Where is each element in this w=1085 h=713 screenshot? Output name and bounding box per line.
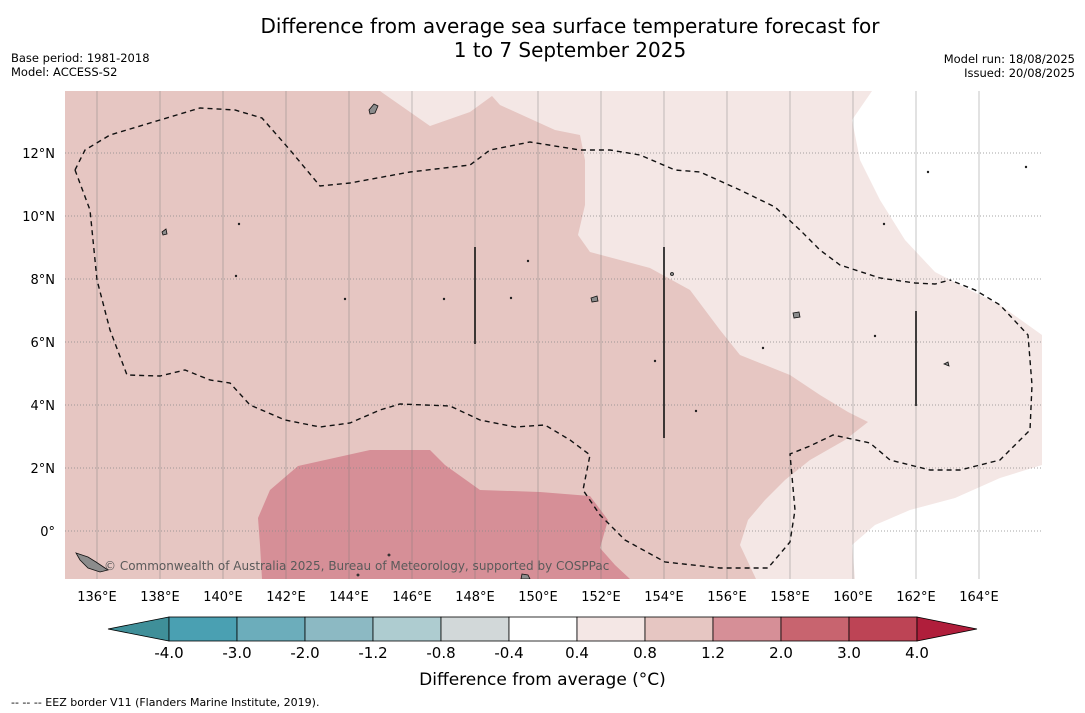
lat-label: 8°N: [31, 273, 56, 288]
lat-label: 6°N: [31, 336, 56, 351]
colorbar-segment: [780, 616, 850, 642]
eez-borders: [74, 107, 1033, 569]
colorbar-tick: -4.0: [154, 644, 183, 662]
colorbar-tick: 3.0: [837, 644, 861, 662]
colorbar-segment: [304, 616, 374, 642]
lat-label: 12°N: [22, 147, 55, 162]
colorbar-segment: [168, 616, 238, 642]
colorbar-segment: [712, 616, 782, 642]
chart-title: Difference from average sea surface temp…: [0, 14, 1085, 62]
colorbar-extend-high: [916, 616, 978, 642]
lon-label: 140°E: [203, 590, 243, 605]
boundary-lines: [474, 247, 917, 438]
colorbar-tick: 0.4: [565, 644, 589, 662]
lat-label: 2°N: [31, 462, 56, 477]
colorbar-tick: 0.8: [633, 644, 657, 662]
island-ulithi: [161, 228, 168, 236]
island-new-guinea: [75, 552, 109, 573]
colorbar-segment: [508, 616, 578, 642]
map-credit: © Commonwealth of Australia 2025, Bureau…: [104, 559, 610, 573]
colorbar-segment: [848, 616, 918, 642]
lat-label: 4°N: [31, 399, 56, 414]
lon-label: 142°E: [266, 590, 306, 605]
colorbar-tick: 2.0: [769, 644, 793, 662]
island-south: [520, 573, 531, 579]
lon-label: 144°E: [329, 590, 369, 605]
colorbar-segment: [644, 616, 714, 642]
eez-legend-note: -- -- -- EEZ border V11 (Flanders Marine…: [11, 696, 320, 709]
lon-label: 162°E: [896, 590, 936, 605]
island-yap: [368, 103, 379, 115]
colorbar-segment: [372, 616, 442, 642]
colorbar-tick: -2.0: [290, 644, 319, 662]
anomaly-region-neutral-ne: [852, 91, 1042, 335]
base-period: Base period: 1981-2018: [11, 51, 150, 65]
lon-label: 154°E: [644, 590, 684, 605]
colorbar-label: Difference from average (°C): [419, 670, 666, 690]
anomaly-region-medium: [65, 91, 868, 579]
issued-date: Issued: 20/08/2025: [964, 66, 1075, 80]
lon-label: 138°E: [140, 590, 180, 605]
title-line-1: Difference from average sea surface temp…: [260, 14, 880, 38]
lon-label: 136°E: [77, 590, 117, 605]
lon-label: 152°E: [581, 590, 621, 605]
title-line-2: 1 to 7 September 2025: [453, 38, 687, 62]
model-name: Model: ACCESS-S2: [11, 65, 118, 79]
lon-label: 160°E: [833, 590, 873, 605]
colorbar: [107, 616, 978, 642]
island-kosrae: [943, 361, 950, 367]
colorbar-segment: [440, 616, 510, 642]
map-svg: [65, 91, 1042, 579]
colorbar-extend-low: [107, 616, 170, 642]
colorbar-segment: [576, 616, 646, 642]
eez-border-west: [74, 107, 951, 285]
island-chuuk: [590, 295, 599, 303]
model-run: Model run: 18/08/2025: [943, 52, 1075, 66]
lon-label: 148°E: [455, 590, 495, 605]
colorbar-tick: -0.4: [494, 644, 523, 662]
anomaly-region-neutral-se: [852, 465, 1042, 579]
anomaly-region-strong: [258, 450, 630, 579]
colorbar-tick: -0.8: [426, 644, 455, 662]
island-pohnpei: [792, 311, 801, 319]
lon-label: 150°E: [518, 590, 558, 605]
lon-label: 164°E: [959, 590, 999, 605]
colorbar-tick: -3.0: [222, 644, 251, 662]
lat-label: 0°: [40, 525, 55, 540]
meta-left: Base period: 1981-2018 Model: ACCESS-S2: [11, 51, 150, 79]
lon-label: 146°E: [392, 590, 432, 605]
colorbar-tick: 4.0: [905, 644, 929, 662]
meta-right: Model run: 18/08/2025 Issued: 20/08/2025: [944, 52, 1075, 80]
colorbar-segment: [236, 616, 306, 642]
map-panel: [65, 91, 1042, 579]
islands: [75, 103, 1028, 579]
colorbar-tick: 1.2: [701, 644, 725, 662]
eez-border-west-south: [74, 169, 1033, 569]
lat-label: 10°N: [22, 210, 55, 225]
lon-label: 158°E: [770, 590, 810, 605]
colorbar-tick: -1.2: [358, 644, 387, 662]
lon-label: 156°E: [707, 590, 747, 605]
parallels: [65, 152, 1042, 532]
